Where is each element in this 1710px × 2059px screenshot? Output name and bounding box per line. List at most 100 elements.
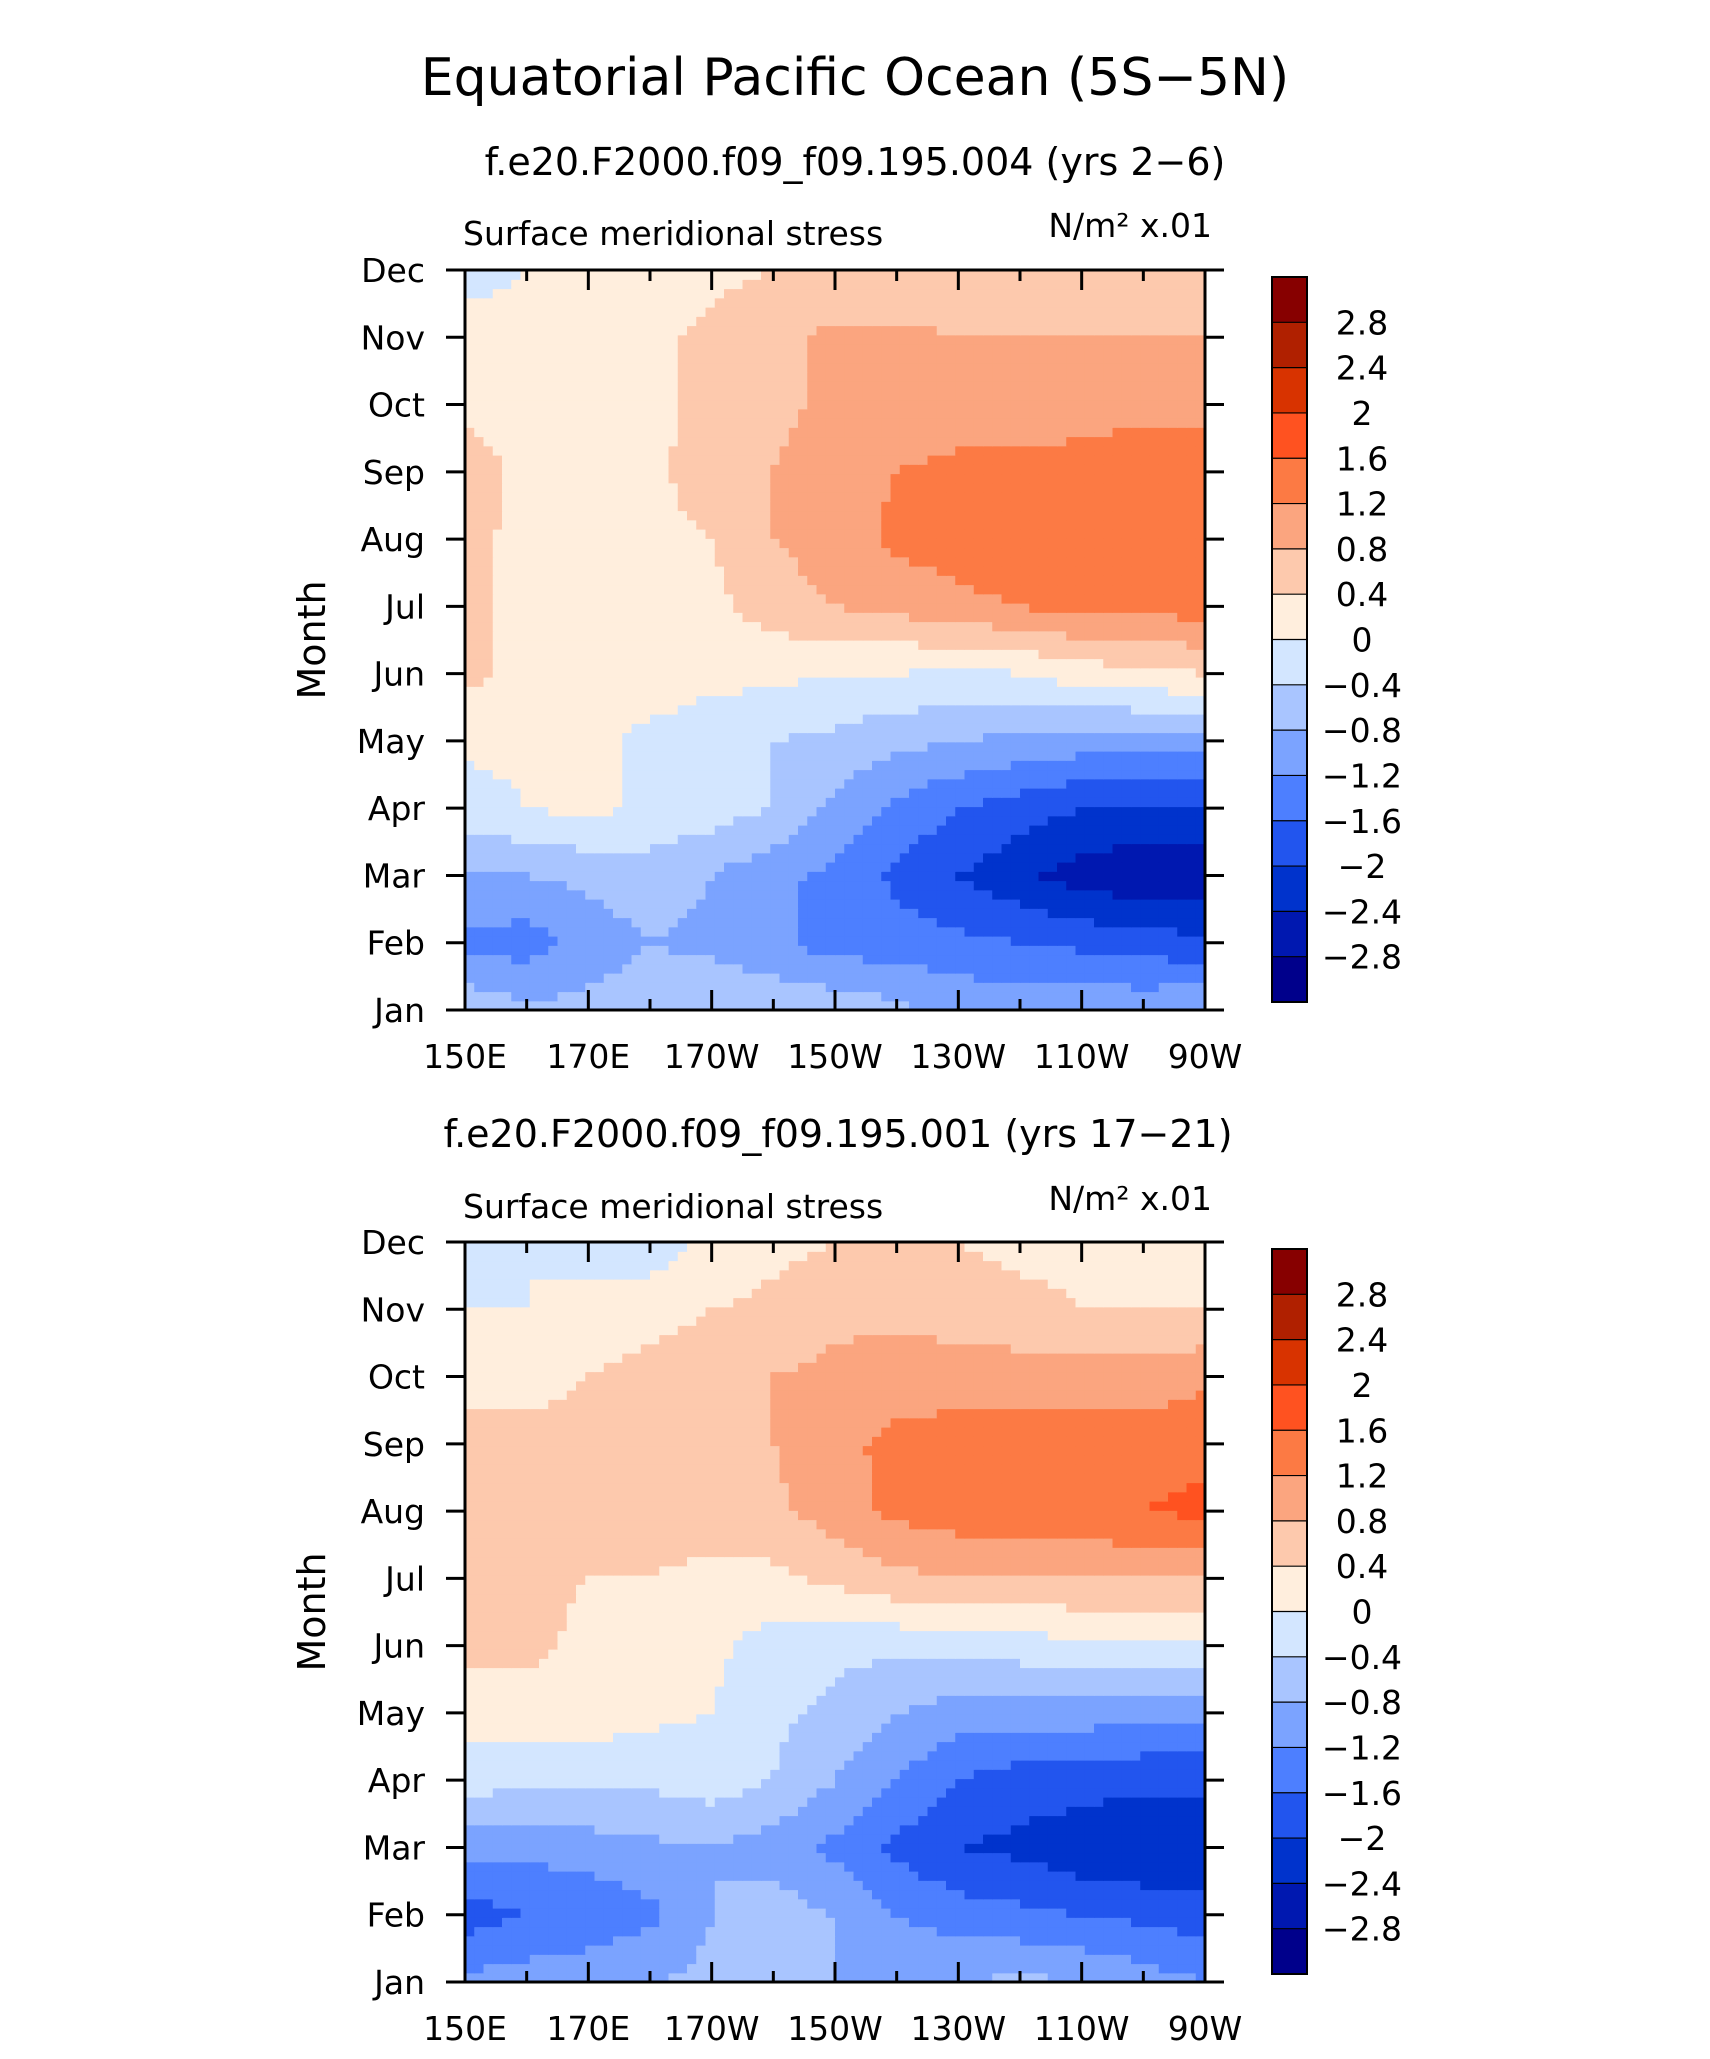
contour-cell: [816, 603, 827, 613]
contour-cell: [733, 584, 744, 595]
contour-cell: [511, 834, 522, 845]
contour-cell: [844, 788, 855, 798]
contour-cell: [927, 769, 938, 780]
contour-cell: [807, 473, 818, 484]
contour-cell: [1140, 547, 1151, 558]
contour-cell: [659, 945, 670, 956]
contour-cell: [1168, 778, 1178, 789]
contour-cell: [853, 862, 864, 872]
contour-cell: [807, 834, 818, 845]
contour-cell: [640, 566, 651, 576]
contour-cell: [733, 936, 744, 946]
contour-cell: [807, 982, 818, 993]
contour-cell: [687, 566, 697, 576]
contour-cell: [1057, 825, 1067, 835]
contour-cell: [1001, 954, 1012, 965]
contour-cell: [899, 649, 910, 660]
contour-cell: [1010, 899, 1021, 909]
contour-cell: [1094, 815, 1104, 826]
contour-cell: [1103, 640, 1114, 650]
contour-cell: [770, 473, 781, 484]
contour-cell: [474, 741, 485, 752]
contour-cell: [1149, 963, 1160, 974]
contour-cell: [594, 612, 605, 623]
contour-cell: [1066, 510, 1077, 521]
contour-cell: [687, 908, 697, 919]
contour-cell: [724, 529, 734, 539]
contour-cell: [705, 806, 716, 817]
contour-cell: [1112, 936, 1123, 946]
contour-cell: [1057, 732, 1067, 743]
contour-cell: [788, 954, 799, 965]
contour-cell: [566, 566, 577, 576]
contour-cell: [1131, 630, 1141, 641]
contour-cell: [696, 455, 707, 465]
contour-cell: [603, 584, 614, 595]
contour-cell: [585, 695, 596, 706]
contour-cell: [1066, 630, 1077, 641]
contour-cell: [1010, 547, 1021, 558]
contour-cell: [1103, 973, 1114, 983]
contour-cell: [816, 815, 827, 826]
contour-cell: [483, 741, 494, 752]
contour-cell: [973, 575, 984, 586]
contour-cell: [1149, 1000, 1160, 1011]
contour-cell: [714, 455, 725, 465]
contour-cell: [677, 612, 688, 623]
contour-cell: [502, 621, 512, 632]
contour-cell: [946, 566, 956, 576]
contour-cell: [909, 806, 919, 817]
contour-cell: [502, 658, 512, 669]
contour-cell: [696, 954, 707, 965]
contour-cell: [779, 556, 790, 567]
contour-cell: [1020, 445, 1030, 456]
contour-cell: [909, 612, 919, 623]
contour-cell: [807, 621, 818, 632]
contour-cell: [1075, 852, 1086, 863]
contour-cell: [1001, 667, 1012, 678]
contour-cell: [918, 778, 929, 789]
contour-cell: [909, 741, 919, 752]
contour-cell: [890, 593, 901, 604]
contour-cell: [946, 686, 956, 697]
contour-cell: [659, 455, 670, 465]
contour-cell: [474, 880, 485, 891]
contour-cell: [890, 529, 901, 539]
contour-cell: [1158, 677, 1169, 687]
contour-cell: [677, 806, 688, 817]
contour-cell: [1112, 445, 1123, 456]
contour-cell: [1112, 760, 1123, 771]
contour-cell: [973, 880, 984, 891]
contour-cell: [650, 815, 660, 826]
contour-cell: [1020, 797, 1030, 808]
contour-cell: [1186, 621, 1197, 632]
contour-cell: [1057, 686, 1067, 697]
contour-cell: [1010, 852, 1021, 863]
contour-cell: [520, 704, 531, 715]
contour-cell: [659, 547, 670, 558]
contour-cell: [872, 741, 882, 752]
contour-cell: [576, 852, 586, 863]
contour-cell: [1149, 908, 1160, 919]
contour-cell: [862, 871, 873, 882]
contour-cell: [807, 593, 818, 604]
contour-cell: [1010, 862, 1021, 872]
contour-cell: [585, 538, 596, 549]
contour-cell: [909, 815, 919, 826]
contour-cell: [492, 519, 503, 530]
contour-cell: [1084, 714, 1095, 724]
contour-cell: [622, 519, 633, 530]
contour-cell: [1094, 704, 1104, 715]
contour-cell: [502, 584, 512, 595]
contour-cell: [1057, 603, 1067, 613]
contour-cell: [733, 538, 744, 549]
contour-cell: [1140, 936, 1151, 946]
contour-cell: [1103, 880, 1114, 891]
contour-cell: [502, 519, 512, 530]
contour-cell: [631, 714, 642, 724]
contour-cell: [492, 686, 503, 697]
contour-cell: [1084, 575, 1095, 586]
contour-cell: [1020, 871, 1030, 882]
contour-cell: [566, 908, 577, 919]
contour-cell: [1075, 612, 1086, 623]
